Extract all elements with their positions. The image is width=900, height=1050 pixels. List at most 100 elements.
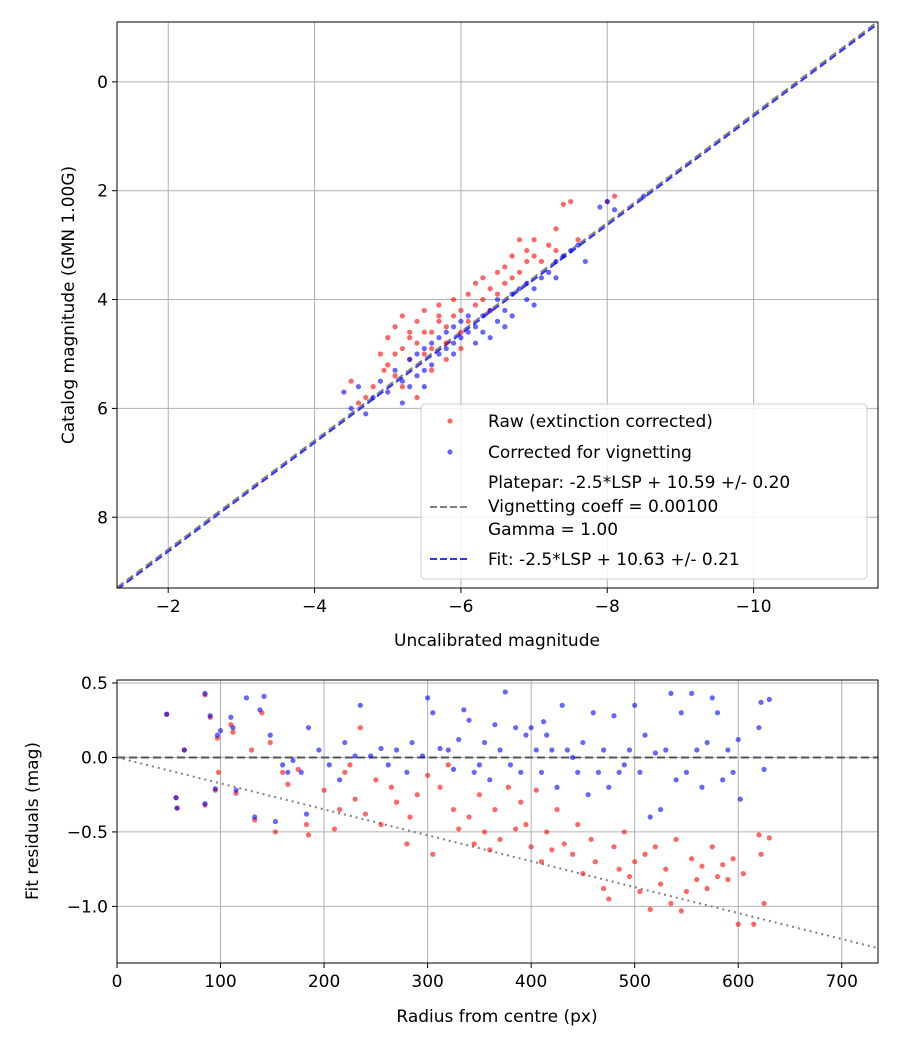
corrected-point xyxy=(252,814,258,820)
corrected-point xyxy=(437,745,443,752)
corrected-point xyxy=(678,710,684,716)
y-tick-label: 2 xyxy=(97,182,108,202)
raw-point xyxy=(348,378,354,384)
raw-point xyxy=(445,762,451,768)
corrected-point xyxy=(487,777,493,783)
corrected-point xyxy=(217,728,224,734)
platepar-line xyxy=(117,22,878,588)
raw-point xyxy=(429,367,435,373)
corrected-point xyxy=(174,805,180,811)
raw-point xyxy=(373,777,379,783)
raw-point xyxy=(652,844,658,850)
raw-point xyxy=(230,729,236,735)
raw-point xyxy=(575,821,581,828)
corrected-point xyxy=(202,801,208,807)
raw-point xyxy=(392,324,398,330)
raw-point xyxy=(575,237,581,243)
corrected-point xyxy=(549,747,555,753)
raw-point xyxy=(740,871,747,877)
raw-point xyxy=(421,329,427,335)
corrected-point xyxy=(611,713,617,719)
corrected-point xyxy=(414,351,420,357)
corrected-point xyxy=(544,732,550,738)
corrected-point xyxy=(569,754,576,761)
raw-point xyxy=(267,739,273,746)
raw-point xyxy=(497,836,503,842)
corrected-point xyxy=(472,324,479,330)
raw-point xyxy=(553,247,559,254)
raw-point xyxy=(414,340,420,346)
corrected-point xyxy=(735,736,741,743)
raw-point xyxy=(305,832,312,838)
corrected-point xyxy=(461,707,467,713)
corrected-point xyxy=(494,318,501,324)
corrected-point xyxy=(641,193,647,199)
raw-point xyxy=(621,829,627,835)
corrected-point xyxy=(606,784,612,790)
y-tick-label: 0 xyxy=(97,73,108,93)
raw-point xyxy=(377,351,384,357)
raw-point xyxy=(399,384,405,390)
raw-point xyxy=(392,373,398,379)
corrected-point xyxy=(436,351,442,357)
corrected-point xyxy=(509,291,515,297)
legend-label-fit: Fit: -2.5*LSP + 10.63 +/- 0.21 xyxy=(488,550,740,570)
raw-point xyxy=(404,841,410,847)
corrected-point xyxy=(601,747,607,753)
corrected-point xyxy=(766,696,772,702)
raw-point xyxy=(421,351,427,357)
corrected-point xyxy=(518,769,524,775)
raw-point xyxy=(601,885,607,892)
corrected-point xyxy=(348,405,354,412)
corrected-point xyxy=(207,713,213,719)
y-tick-label: 4 xyxy=(97,291,108,311)
corrected-point xyxy=(173,795,179,801)
corrected-point xyxy=(450,766,457,772)
raw-point xyxy=(704,885,710,892)
raw-point xyxy=(430,851,436,857)
raw-point xyxy=(544,829,550,835)
corrected-point xyxy=(509,313,515,319)
raw-point xyxy=(492,806,498,813)
raw-point xyxy=(611,844,617,850)
raw-point xyxy=(458,307,464,314)
top-fit-lines xyxy=(117,22,878,588)
corrected-point xyxy=(737,796,743,802)
raw-point xyxy=(714,874,721,880)
corrected-point xyxy=(326,762,332,768)
corrected-point xyxy=(560,253,566,259)
raw-point xyxy=(450,296,457,303)
raw-point xyxy=(407,329,413,335)
legend-marker-raw xyxy=(447,418,453,424)
corrected-point xyxy=(689,690,695,697)
raw-point xyxy=(355,400,362,406)
raw-point xyxy=(414,792,420,798)
raw-point xyxy=(443,340,449,346)
corrected-point xyxy=(450,351,457,357)
raw-point xyxy=(347,762,353,768)
corrected-point xyxy=(445,747,451,753)
corrected-point xyxy=(352,753,358,759)
corrected-point xyxy=(564,747,570,753)
legend-label-platepar-line3: Gamma = 1.00 xyxy=(488,520,618,540)
corrected-point xyxy=(492,722,498,728)
corrected-point xyxy=(575,242,581,248)
corrected-point xyxy=(465,313,471,319)
raw-point xyxy=(553,226,559,232)
corrected-point xyxy=(720,777,726,783)
corrected-point xyxy=(546,269,552,275)
raw-point xyxy=(642,851,648,857)
corrected-point xyxy=(559,702,565,708)
raw-point xyxy=(546,242,552,248)
corrected-point xyxy=(458,335,464,341)
raw-point xyxy=(436,302,442,308)
raw-point xyxy=(458,345,464,352)
raw-point xyxy=(321,787,327,793)
raw-point xyxy=(689,856,695,862)
legend-label-platepar-line2: Vignetting coeff = 0.00100 xyxy=(488,497,718,517)
x-tick-label: 100 xyxy=(204,972,236,992)
corrected-point xyxy=(230,725,236,731)
raw-point xyxy=(616,866,622,872)
raw-point xyxy=(569,851,576,857)
